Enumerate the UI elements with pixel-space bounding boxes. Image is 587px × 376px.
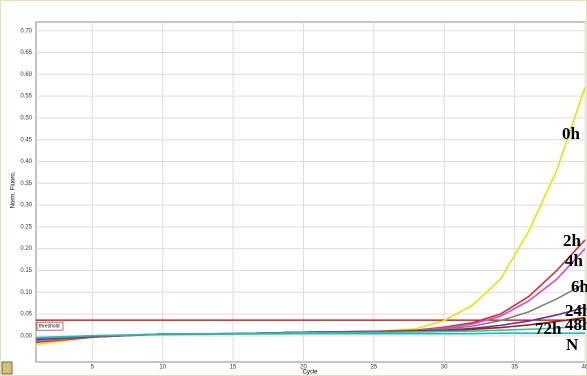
plot-area (35, 21, 586, 363)
y-tick-label: 0.45 (20, 137, 32, 143)
series-label: 6h (571, 277, 587, 296)
y-tick-label: 0.15 (20, 268, 32, 274)
series-label: N (566, 335, 579, 354)
series-label: 4h (565, 251, 584, 270)
x-tick-label: 20 (300, 365, 307, 371)
y-tick-label: 0.25 (20, 224, 32, 230)
y-tick-label: 0.60 (20, 72, 32, 78)
y-tick-label: 0.65 (20, 50, 32, 56)
y-tick-label: 0.20 (20, 246, 32, 252)
y-tick-label: 0.55 (20, 94, 32, 100)
y-tick-label: 0.50 (20, 115, 32, 121)
y-tick-label: 0.30 (20, 203, 32, 209)
series-label: 48h (565, 315, 587, 334)
series-label: 72h (535, 319, 562, 338)
y-tick-label: 0.70 (20, 28, 32, 34)
series-label: 2h (563, 231, 582, 250)
series-label: 24h (565, 301, 587, 320)
corner-icon[interactable] (1, 361, 13, 375)
x-tick-label: 40 (582, 365, 587, 371)
threshold-label-box (36, 321, 64, 331)
y-axis-label: Norm. Fluoro. (11, 171, 17, 208)
y-tick-label: 0.35 (20, 181, 32, 187)
x-tick-label: 25 (371, 365, 378, 371)
y-tick-label: 0.10 (20, 290, 32, 296)
series-label: 0h (562, 124, 581, 143)
y-tick-label: 0.00 (20, 333, 32, 339)
x-tick-label: 15 (230, 365, 237, 371)
x-tick-label: 35 (511, 365, 518, 371)
threshold-label: threshold (39, 323, 60, 329)
x-axis-label: Cycle (302, 370, 318, 376)
y-tick-label: 0.05 (20, 312, 32, 318)
x-tick-label: 30 (441, 365, 448, 371)
x-tick-label: 5 (91, 365, 95, 371)
y-tick-label: 0.40 (20, 159, 32, 165)
x-tick-label: 10 (159, 365, 166, 371)
series-line (35, 332, 585, 339)
